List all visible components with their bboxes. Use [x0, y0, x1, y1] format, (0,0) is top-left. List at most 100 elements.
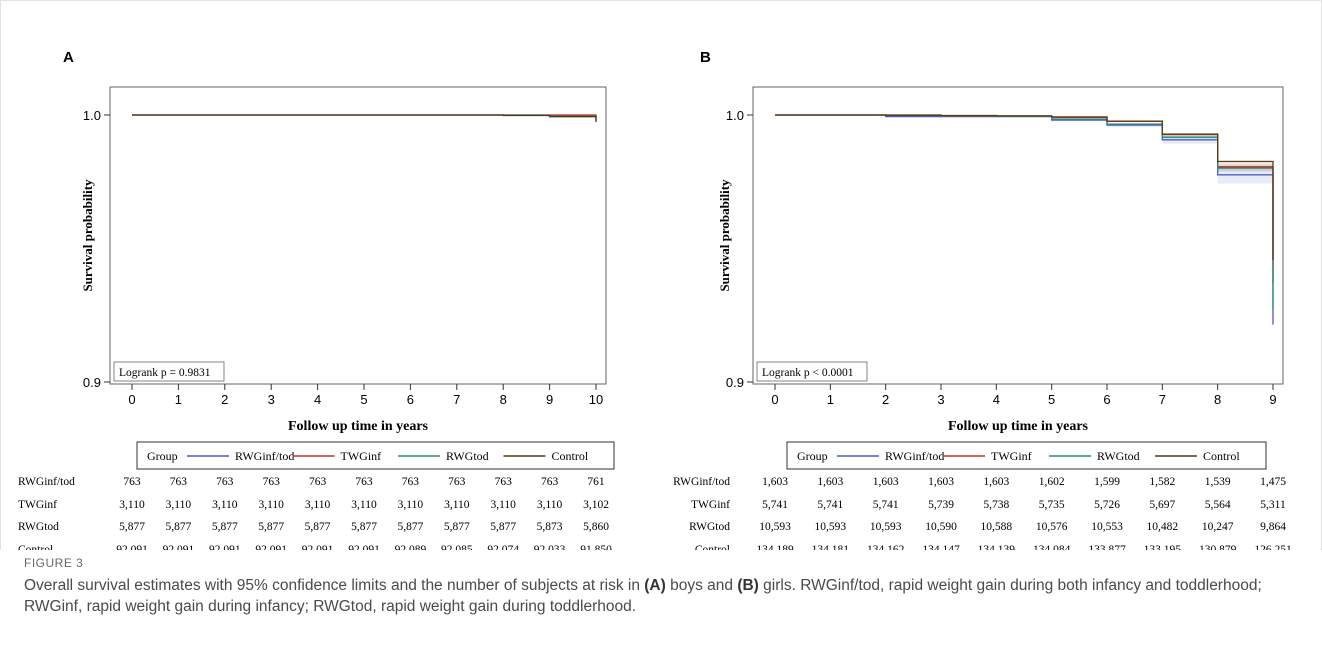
- risk-count: 5,877: [119, 521, 145, 533]
- survival-curve-control: [775, 114, 1274, 261]
- x-tick-label: 10: [589, 392, 603, 407]
- risk-count: 92,091: [302, 544, 334, 550]
- x-tick-label: 3: [268, 392, 275, 407]
- risk-count: 1,603: [762, 476, 788, 488]
- legend-label: RWGtod: [446, 449, 489, 463]
- risk-count: 5,311: [1260, 499, 1286, 511]
- legend-label: RWGinf/tod: [235, 449, 294, 463]
- risk-count: 133,195: [1144, 544, 1182, 550]
- caption-panel-b-ref: (B): [737, 577, 759, 594]
- risk-count: 92,033: [534, 544, 566, 550]
- legend-label: TWGinf: [991, 449, 1032, 463]
- x-tick-label: 0: [128, 392, 135, 407]
- risk-row-label: Control: [695, 544, 730, 550]
- risk-count: 3,102: [583, 499, 609, 511]
- risk-count: 1,603: [983, 476, 1009, 488]
- plot-frame: [752, 86, 1284, 385]
- figure-label: FIGURE 3: [24, 556, 84, 570]
- risk-count: 3,110: [305, 499, 331, 511]
- risk-row-label: TWGinf: [18, 499, 57, 511]
- risk-count: 5,697: [1149, 499, 1175, 511]
- legend-label: RWGtod: [1097, 449, 1140, 463]
- risk-count: 134,181: [812, 544, 850, 550]
- x-tick-label: 7: [1159, 392, 1166, 407]
- risk-count: 10,588: [981, 521, 1013, 533]
- risk-count: 10,593: [815, 521, 847, 533]
- risk-count: 10,482: [1147, 521, 1179, 533]
- x-tick-label: 6: [407, 392, 414, 407]
- y-tick-label: 1.0: [726, 108, 744, 123]
- risk-count: 763: [170, 476, 188, 488]
- risk-count: 3,110: [166, 499, 192, 511]
- risk-count: 5,735: [1039, 499, 1065, 511]
- y-tick-label: 0.9: [83, 375, 101, 390]
- risk-count: 92,091: [116, 544, 148, 550]
- x-tick-label: 3: [937, 392, 944, 407]
- risk-count: 763: [123, 476, 141, 488]
- legend-label: RWGinf/tod: [885, 449, 944, 463]
- logrank-annotation: Logrank p < 0.0001: [762, 367, 854, 379]
- risk-row-label: RWGinf/tod: [673, 476, 730, 488]
- risk-count: 5,877: [258, 521, 284, 533]
- risk-count: 763: [263, 476, 281, 488]
- caption-part: Overall survival estimates with 95% conf…: [24, 577, 645, 594]
- confidence-band: [775, 114, 1273, 316]
- x-tick-label: 8: [1214, 392, 1221, 407]
- risk-count: 10,593: [870, 521, 902, 533]
- risk-count: 1,603: [928, 476, 954, 488]
- risk-count: 3,110: [119, 499, 145, 511]
- risk-count: 134,139: [978, 544, 1016, 550]
- risk-count: 763: [355, 476, 373, 488]
- x-tick-label: 0: [771, 392, 778, 407]
- risk-count: 134,162: [867, 544, 905, 550]
- x-tick-label: 9: [546, 392, 553, 407]
- risk-count: 130,879: [1199, 544, 1237, 550]
- risk-count: 10,247: [1202, 521, 1234, 533]
- caption-panel-a-ref: (A): [644, 577, 666, 594]
- caption-text: Overall survival estimates with 95% conf…: [24, 575, 1314, 617]
- x-tick-label: 7: [453, 392, 460, 407]
- confidence-band: [775, 114, 1273, 337]
- risk-count: 134,084: [1033, 544, 1071, 550]
- risk-count: 761: [587, 476, 605, 488]
- risk-count: 5,741: [762, 499, 788, 511]
- risk-count: 5,877: [490, 521, 516, 533]
- risk-count: 3,110: [537, 499, 563, 511]
- risk-count: 763: [309, 476, 327, 488]
- plot-frame: [109, 86, 607, 385]
- risk-count: 5,877: [351, 521, 377, 533]
- risk-count: 134,147: [922, 544, 960, 550]
- legend-title: Group: [797, 449, 828, 463]
- risk-count: 134,189: [756, 544, 794, 550]
- risk-count: 5,860: [583, 521, 609, 533]
- x-tick-label: 5: [360, 392, 367, 407]
- x-tick-label: 4: [314, 392, 321, 407]
- y-tick-label: 1.0: [83, 108, 101, 123]
- panel-b: B 0.9 1.0 Survival probability 0 1 2 3 4 5 6 7 8 9 Fol…: [673, 49, 1292, 556]
- x-tick-label: 8: [500, 392, 507, 407]
- risk-row-label: TWGinf: [691, 499, 730, 511]
- risk-count: 92,074: [487, 544, 519, 550]
- risk-count: 91,850: [580, 544, 612, 550]
- legend-title: Group: [147, 449, 178, 463]
- risk-count: 10,590: [925, 521, 957, 533]
- risk-count: 5,739: [928, 499, 954, 511]
- legend-label: Control: [1203, 449, 1240, 463]
- risk-count: 10,576: [1036, 521, 1068, 533]
- x-tick-label: 1: [827, 392, 834, 407]
- risk-count: 763: [495, 476, 513, 488]
- risk-count: 5,877: [305, 521, 331, 533]
- risk-count: 1,475: [1260, 476, 1286, 488]
- y-axis-label: Survival probability: [717, 179, 732, 292]
- risk-count: 5,738: [983, 499, 1009, 511]
- risk-count: 92,085: [441, 544, 473, 550]
- risk-count: 5,741: [817, 499, 843, 511]
- caption-part: girls. RWGinf/tod, rapid weight gain dur…: [24, 577, 1262, 615]
- risk-count: 3,110: [490, 499, 516, 511]
- risk-count: 92,091: [209, 544, 241, 550]
- x-tick-label: 2: [882, 392, 889, 407]
- risk-count: 763: [216, 476, 234, 488]
- risk-count: 1,603: [817, 476, 843, 488]
- risk-row-label: RWGinf/tod: [18, 476, 75, 488]
